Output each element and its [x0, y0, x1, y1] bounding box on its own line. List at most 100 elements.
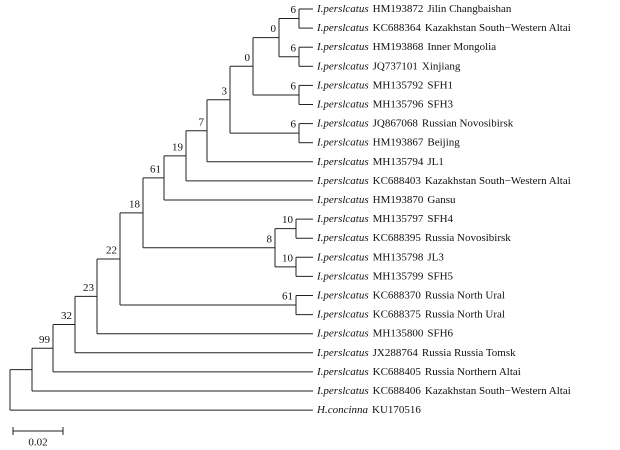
species: I.perslcatus	[316, 79, 369, 91]
leaf-label: I.perslcatus HM193867 Beijing	[316, 136, 460, 148]
bootstrap-value: 61	[150, 163, 161, 175]
bootstrap-value: 6	[291, 119, 297, 131]
species: I.perslcatus	[316, 3, 369, 15]
leaf-label: I.perslcatus KC688405 Russia Northern Alta…	[316, 365, 521, 377]
species: I.perslcatus	[316, 174, 369, 186]
bootstrap-value: 99	[39, 334, 51, 346]
accession: KC688405	[373, 365, 422, 377]
bootstrap-value: 23	[83, 282, 95, 294]
species: I.perslcatus	[316, 41, 369, 53]
species: I.perslcatus	[316, 289, 369, 301]
species: I.perslcatus	[316, 213, 369, 225]
leaf-label: I.perslcatus MH135798 JL3	[316, 251, 444, 263]
accession: MH135799	[373, 270, 424, 282]
accession: JQ867068	[373, 117, 419, 129]
leaf-label: I.perslcatus MH135792 SFH1	[316, 79, 453, 91]
leaf-label: H.concinna KU170516	[316, 404, 421, 416]
leaf-label: I.perslcatus KC688375 Russia North Ural	[316, 308, 505, 320]
species: I.perslcatus	[316, 365, 369, 377]
location: SFH4	[427, 213, 453, 225]
accession: HM193872	[373, 3, 424, 15]
location: Kazakhstan South−Western Altai	[425, 385, 571, 397]
leaf-label: I.perslcatus KC688403 Kazakhstan South−Wes…	[316, 174, 571, 186]
accession: HM193867	[373, 136, 424, 148]
accession: KC688375	[373, 308, 422, 320]
location: Inner Mongolia	[427, 41, 496, 53]
accession: MH135798	[373, 251, 424, 263]
bootstrap-value: 22	[106, 244, 117, 256]
leaf-label: I.perslcatus JQ737101 Xinjiang	[316, 60, 461, 72]
species: I.perslcatus	[316, 346, 369, 358]
bootstrap-value: 0	[245, 52, 251, 64]
accession: MH135794	[373, 155, 424, 167]
bootstrap-value: 0	[271, 23, 277, 35]
location: Russia Northern Altai	[425, 365, 521, 377]
species: I.perslcatus	[316, 232, 369, 244]
accession: KC688395	[373, 232, 422, 244]
accession: KC688370	[373, 289, 422, 301]
leaf-label: I.perslcatus MH135794 JL1	[316, 155, 444, 167]
location: Russia North Ural	[425, 308, 505, 320]
accession: JQ737101	[373, 60, 418, 72]
scale-bar-label: 0.02	[28, 437, 47, 449]
species: I.perslcatus	[316, 22, 369, 34]
location: Xinjiang	[422, 60, 461, 72]
leaf-label: I.perslcatus HM193868 Inner Mongolia	[316, 41, 496, 53]
leaf-label: I.perslcatus MH135797 SFH4	[316, 213, 454, 225]
accession: KU170516	[372, 404, 421, 416]
location: Russia Russia Tomsk	[422, 346, 516, 358]
location: Gansu	[427, 194, 456, 206]
bootstrap-value: 6	[291, 80, 297, 92]
accession: JX288764	[373, 346, 419, 358]
leaf-label: I.perslcatus KC688364 Kazakhstan South−Wes…	[316, 22, 571, 34]
bootstrap-value: 3	[222, 85, 228, 97]
accession: KC688364	[373, 22, 422, 34]
location: Kazakhstan South−Western Altai	[425, 22, 571, 34]
location: SFH6	[427, 327, 453, 339]
bootstrap-value: 61	[282, 291, 293, 303]
location: JL3	[427, 251, 444, 263]
accession: MH135800	[373, 327, 424, 339]
location: Russian Novosibirsk	[422, 117, 514, 129]
leaf-label: I.perslcatus HM193870 Gansu	[316, 194, 456, 206]
species: I.perslcatus	[316, 60, 369, 72]
species: I.perslcatus	[316, 98, 369, 110]
location: SFH5	[427, 270, 453, 282]
location: JL1	[427, 155, 444, 167]
leaf-label: I.perslcatus HM193872 Jilin Changbaishan	[316, 3, 512, 15]
species: I.perslcatus	[316, 251, 369, 263]
location: Russia North Ural	[425, 289, 505, 301]
leaf-label: I.perslcatus KC688406 Kazakhstan South−Wes…	[316, 385, 571, 397]
bootstrap-value: 18	[129, 198, 141, 210]
bootstrap-value: 6	[291, 4, 297, 16]
accession: KC688406	[373, 385, 422, 397]
accession: MH135797	[373, 213, 424, 225]
bootstrap-value: 32	[61, 310, 72, 322]
bootstrap-value: 6	[291, 42, 297, 54]
location: Kazakhstan South−Western Altai	[425, 174, 571, 186]
accession: MH135796	[373, 98, 424, 110]
species: I.perslcatus	[316, 194, 369, 206]
bootstrap-value: 7	[199, 116, 205, 128]
species: I.perslcatus	[316, 117, 369, 129]
bootstrap-value: 19	[172, 141, 184, 153]
leaf-label: I.perslcatus MH135800 SFH6	[316, 327, 454, 339]
accession: HM193868	[373, 41, 424, 53]
species: I.perslcatus	[316, 270, 369, 282]
species: I.perslcatus	[316, 136, 369, 148]
species: H.concinna	[316, 404, 369, 416]
species: I.perslcatus	[316, 308, 369, 320]
leaf-label: I.perslcatus JQ867068 Russian Novosibirsk	[316, 117, 514, 129]
bootstrap-value: 8	[267, 233, 273, 245]
leaf-label: I.perslcatus KC688370 Russia North Ural	[316, 289, 505, 301]
leaf-label: I.perslcatus MH135796 SFH3	[316, 98, 454, 110]
bootstrap-value: 10	[282, 214, 294, 226]
species: I.perslcatus	[316, 385, 369, 397]
species: I.perslcatus	[316, 155, 369, 167]
leaf-label: I.perslcatus JX288764 Russia Russia Tomsk	[316, 346, 516, 358]
location: SFH3	[427, 98, 453, 110]
species: I.perslcatus	[316, 327, 369, 339]
leaf-label: I.perslcatus KC688395 Russia Novosibirsk	[316, 232, 511, 244]
location: SFH1	[427, 79, 453, 91]
